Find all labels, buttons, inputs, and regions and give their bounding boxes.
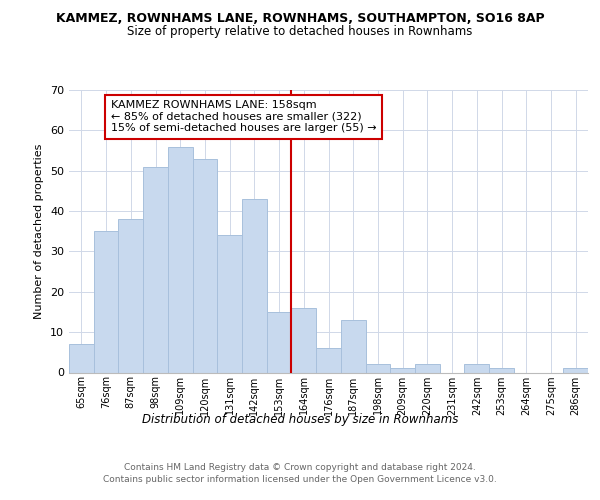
Bar (94, 231, 118, 372)
Text: Distribution of detached houses by size in Rownhams: Distribution of detached houses by size … (142, 412, 458, 426)
Bar (341, 320, 365, 372)
Bar (143, 166, 168, 372)
Bar (390, 368, 415, 372)
Y-axis label: Number of detached properties: Number of detached properties (34, 144, 44, 319)
Bar (242, 199, 267, 372)
Text: Size of property relative to detached houses in Rownhams: Size of property relative to detached ho… (127, 25, 473, 38)
Bar (415, 364, 440, 372)
Bar (464, 364, 489, 372)
Bar (563, 368, 588, 372)
Bar (489, 368, 514, 372)
Bar (118, 219, 143, 372)
Bar (292, 308, 316, 372)
Bar (193, 158, 217, 372)
Text: Contains public sector information licensed under the Open Government Licence v3: Contains public sector information licen… (103, 475, 497, 484)
Bar (365, 364, 390, 372)
Bar (267, 312, 292, 372)
Text: KAMMEZ, ROWNHAMS LANE, ROWNHAMS, SOUTHAMPTON, SO16 8AP: KAMMEZ, ROWNHAMS LANE, ROWNHAMS, SOUTHAM… (56, 12, 544, 26)
Text: Contains HM Land Registry data © Crown copyright and database right 2024.: Contains HM Land Registry data © Crown c… (124, 462, 476, 471)
Bar (217, 236, 242, 372)
Bar (69, 344, 94, 372)
Bar (168, 146, 193, 372)
Bar (316, 348, 341, 372)
Text: KAMMEZ ROWNHAMS LANE: 158sqm
← 85% of detached houses are smaller (322)
15% of s: KAMMEZ ROWNHAMS LANE: 158sqm ← 85% of de… (111, 100, 377, 134)
